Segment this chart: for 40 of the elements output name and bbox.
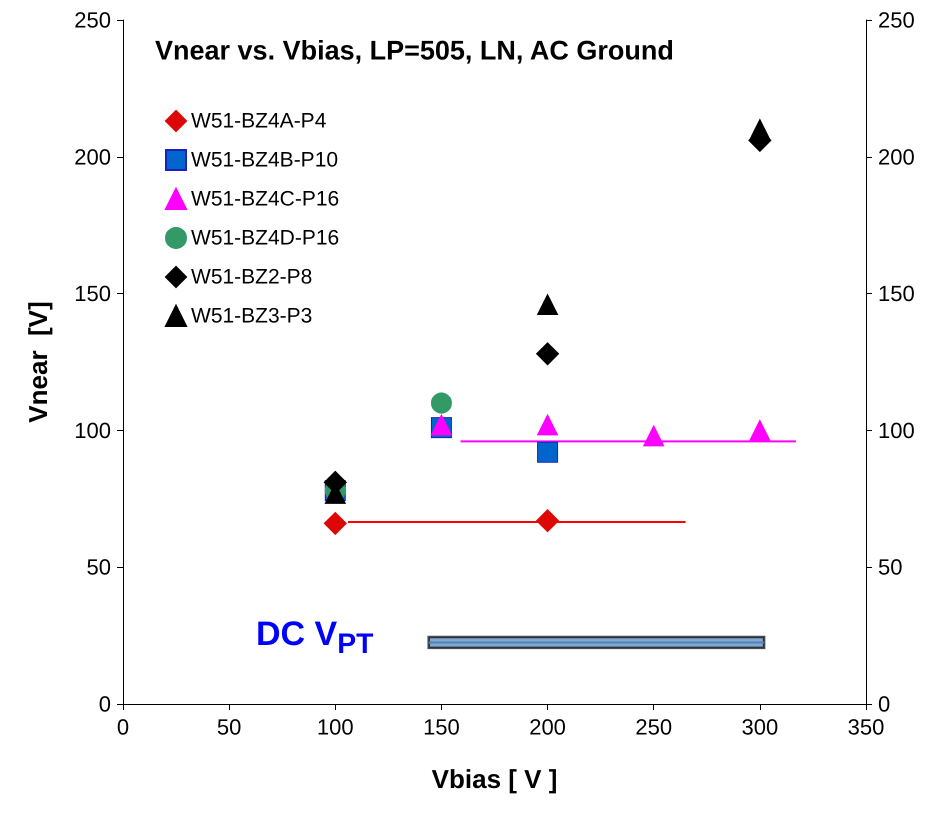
y-tick-label: 200 (74, 144, 111, 170)
legend-label: W51-BZ4A-P4 (191, 110, 327, 132)
point (537, 414, 558, 436)
legend-label: W51-BZ3-P3 (191, 304, 312, 328)
x-tick-label: 50 (216, 714, 242, 740)
y2-tick-label: 0 (878, 692, 890, 716)
y2-tick-label: 250 (878, 8, 915, 32)
legend-label: W51-BZ4C-P16 (191, 188, 340, 210)
point (536, 509, 560, 532)
y-tick-label: 50 (86, 554, 111, 580)
y2-tick-label: 50 (878, 554, 902, 580)
point (537, 294, 558, 316)
point (324, 512, 347, 535)
x-tick-label: 350 (848, 714, 884, 740)
legend-label: W51-BZ4D-P16 (191, 226, 340, 250)
point (749, 118, 770, 140)
y-tick-label: 250 (74, 8, 111, 32)
y2-tick-label: 200 (878, 144, 915, 170)
text: Vnear vs. Vbias, LP=505, LN, AC Ground (155, 36, 674, 66)
point (537, 442, 558, 463)
annotation: DC V$_{PT}$ (256, 615, 374, 660)
y-tick-label: 100 (74, 418, 111, 443)
x-tick-label: 150 (423, 714, 460, 740)
point (430, 392, 452, 414)
point (749, 420, 770, 441)
x-tick-label: 300 (742, 714, 778, 740)
y2-tick-label: 150 (878, 281, 915, 306)
y-axis-title: Vnear [V] (23, 301, 53, 423)
y2-tick-label: 100 (878, 418, 915, 443)
x-tick-label: 0 (116, 714, 130, 740)
point (643, 425, 664, 446)
y-tick-label: 0 (98, 692, 111, 716)
y-tick-label: 150 (74, 281, 111, 306)
legend-label: W51-BZ4B-P10 (191, 148, 338, 172)
point (536, 342, 560, 366)
x-axis-title: Vbias [ V ] (432, 764, 558, 794)
x-tick-label: 100 (316, 714, 354, 740)
legend-label: W51-BZ2-P8 (191, 266, 312, 288)
x-tick-label: 200 (529, 714, 566, 740)
x-tick-label: 250 (635, 714, 672, 740)
